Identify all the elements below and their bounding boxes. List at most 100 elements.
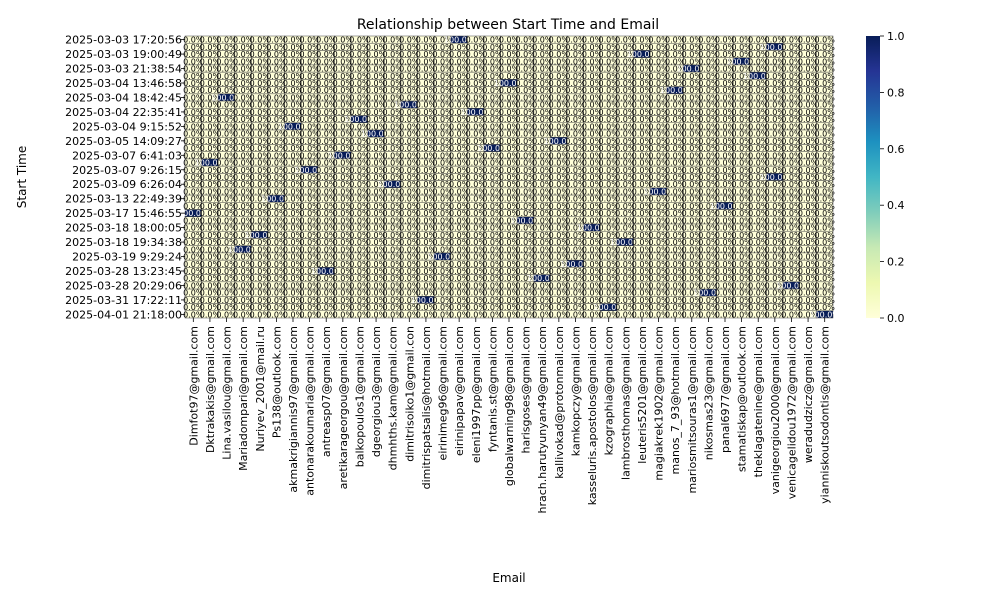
cell-value-label: 0.0% [449, 130, 470, 139]
cell-value-label: 0.0% [333, 36, 354, 45]
cell-value-label: 0.0% [599, 36, 620, 45]
cell-value-label: 0.0% [283, 173, 304, 182]
cell-value-label: 0.0% [532, 151, 553, 160]
cell-value-label: 0.0% [366, 122, 387, 131]
cell-value-label: 0.0% [399, 93, 420, 102]
cell-value-label: 0.0% [582, 108, 603, 117]
cell-value-label: 0.0% [615, 79, 636, 88]
cell-value-label: 0.0% [698, 72, 719, 81]
x-tick-label: lambrosthomas@gmail.com [619, 326, 632, 480]
cell-value-label: 0.0% [781, 79, 802, 88]
cell-value-label: 0.0% [731, 65, 752, 74]
cell-value-label: 0.0% [366, 79, 387, 88]
cell-value-label: 0.0% [399, 43, 420, 52]
cell-value-label: 0.0% [599, 144, 620, 153]
cell-value-label: 0.0% [515, 115, 536, 124]
cell-value-label: 0.0% [432, 159, 453, 168]
cell-value-label: 0.0% [648, 151, 669, 160]
cell-value-label: 0.0% [316, 72, 337, 81]
cell-value-label: 0.0% [299, 57, 320, 66]
x-tick-label: globalwarning98@gmail.com [503, 326, 516, 486]
x-tick-label: antreasp07@gmail.com [320, 326, 333, 457]
cell-value-label: 0.0% [250, 151, 271, 160]
cell-value-label: 0.0% [416, 43, 437, 52]
cell-value-label: 0.0% [183, 50, 204, 59]
x-tick-label: Mariadompari@gmail.com [237, 326, 250, 471]
cell-value-label: 0.0% [665, 93, 686, 102]
cell-value-label: 0.0% [532, 57, 553, 66]
cell-value-label: 0.0% [515, 108, 536, 117]
cell-value-label: 0.0% [731, 101, 752, 110]
cell-value-label: 0.0% [333, 108, 354, 117]
cell-value-label: 0.0% [748, 159, 769, 168]
cell-value-label: 100.0% [760, 43, 791, 52]
cell-value-label: 0.0% [299, 137, 320, 146]
cell-value-label: 0.0% [781, 137, 802, 146]
cell-value-label: 0.0% [266, 130, 287, 139]
cell-value-label: 0.0% [499, 43, 520, 52]
cell-value-label: 0.0% [349, 72, 370, 81]
cell-value-label: 0.0% [349, 50, 370, 59]
cell-value-label: 0.0% [781, 115, 802, 124]
cell-value-label: 0.0% [200, 86, 221, 95]
cell-value-label: 0.0% [449, 65, 470, 74]
cell-value-label: 0.0% [582, 115, 603, 124]
cell-value-label: 0.0% [549, 93, 570, 102]
cell-value-label: 0.0% [183, 86, 204, 95]
cell-value-label: 0.0% [432, 72, 453, 81]
cell-value-label: 0.0% [466, 130, 487, 139]
cell-value-label: 0.0% [682, 173, 703, 182]
cell-value-label: 0.0% [615, 137, 636, 146]
cell-value-label: 0.0% [499, 115, 520, 124]
cell-value-label: 0.0% [665, 115, 686, 124]
cell-value-label: 0.0% [366, 57, 387, 66]
x-tick-label: kamkopczy@gmail.com [569, 326, 582, 456]
cell-value-label: 0.0% [449, 159, 470, 168]
cell-value-label: 0.0% [399, 86, 420, 95]
cell-value-label: 0.0% [731, 93, 752, 102]
cell-value-label: 0.0% [383, 43, 404, 52]
cell-value-label: 0.0% [715, 93, 736, 102]
cell-value-label: 0.0% [333, 173, 354, 182]
cell-value-label: 0.0% [299, 173, 320, 182]
colorbar-tick-label: 0.0 [887, 312, 905, 325]
cell-value-label: 0.0% [781, 108, 802, 117]
cell-value-label: 0.0% [815, 57, 836, 66]
cell-value-label: 0.0% [565, 50, 586, 59]
cell-value-label: 0.0% [349, 65, 370, 74]
cell-value-label: 0.0% [648, 79, 669, 88]
cell-value-label: 0.0% [299, 50, 320, 59]
cell-value-label: 0.0% [482, 50, 503, 59]
y-tick-label: 2025-03-03 21:38:54 [65, 63, 182, 76]
cell-value-label: 100.0% [444, 36, 475, 45]
cell-value-label: 0.0% [183, 151, 204, 160]
cell-value-label: 0.0% [250, 43, 271, 52]
cell-value-label: 0.0% [615, 65, 636, 74]
x-tick-label: dgeorgiou3@gmail.com [370, 326, 383, 457]
cell-value-label: 0.0% [466, 173, 487, 182]
cell-value-label: 0.0% [515, 93, 536, 102]
cell-value-label: 0.0% [399, 122, 420, 131]
x-tick-label: dhmhths.kam@gmail.com [387, 326, 400, 470]
cell-value-label: 0.0% [748, 86, 769, 95]
cell-value-label: 0.0% [266, 159, 287, 168]
cell-value-label: 0.0% [316, 65, 337, 74]
x-tick-label: antonarakoumaria@gmail.com [304, 326, 317, 496]
cell-value-label: 0.0% [648, 36, 669, 45]
cell-value-label: 0.0% [432, 166, 453, 175]
cell-value-label: 0.0% [349, 43, 370, 52]
cell-value-label: 0.0% [599, 72, 620, 81]
cell-value-label: 0.0% [665, 101, 686, 110]
cell-value-label: 0.0% [682, 43, 703, 52]
x-tick-label: mariosmitsouras1@gmail.com [686, 326, 699, 494]
cell-value-label: 0.0% [549, 173, 570, 182]
cell-value-label: 0.0% [432, 122, 453, 131]
x-tick-label: nikosmas23@gmail.com [702, 326, 715, 460]
cell-value-label: 0.0% [499, 173, 520, 182]
cell-value-label: 100.0% [544, 137, 575, 146]
cell-value-label: 0.0% [416, 57, 437, 66]
cell-value-label: 0.0% [798, 36, 819, 45]
cell-value-label: 0.0% [615, 36, 636, 45]
cell-value-label: 0.0% [200, 166, 221, 175]
cell-value-label: 0.0% [216, 65, 237, 74]
